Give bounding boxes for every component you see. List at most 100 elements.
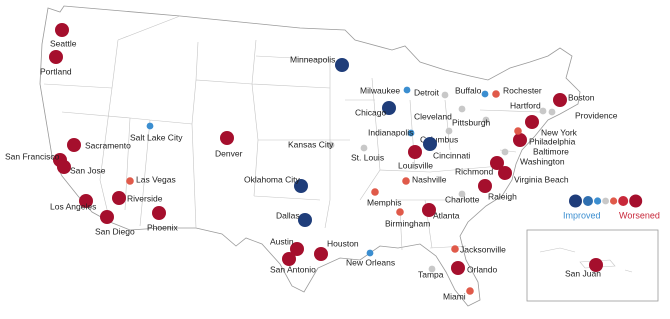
city-label: Denver [215, 148, 243, 158]
city-dot [466, 287, 474, 295]
city-dot [55, 23, 69, 37]
city-dot [451, 261, 465, 275]
legend-dot [602, 197, 609, 205]
legend-dot [610, 197, 618, 205]
city-label: San Juan [565, 268, 601, 278]
city-label: Hartford [510, 100, 541, 110]
city-dot [513, 133, 527, 147]
city-dot [396, 208, 404, 216]
city-dot [445, 127, 453, 135]
city-label: Miami [443, 291, 466, 301]
city-dot [451, 245, 459, 253]
city-label: Charlotte [445, 194, 480, 204]
city-label: Oklahoma City [244, 174, 300, 184]
city-dot [428, 265, 436, 273]
city-label: Riverside [127, 193, 163, 203]
city-dot [67, 138, 81, 152]
city-label: Minneapolis [290, 54, 335, 64]
city-dot [498, 166, 512, 180]
city-dot [423, 137, 437, 151]
city-label: Indianapolis [368, 127, 413, 137]
city-label: Las Vegas [136, 174, 176, 184]
city-dot [100, 210, 114, 224]
city-dot [481, 90, 489, 98]
city-label: Pittsburgh [452, 117, 491, 127]
city-dot [371, 188, 379, 196]
city-dot [146, 122, 154, 130]
city-label: Virginia Beach [514, 174, 569, 184]
city-dot [553, 93, 567, 107]
city-dot [539, 107, 547, 115]
city-dot [514, 127, 522, 135]
city-dot [490, 156, 504, 170]
city-dot [57, 160, 71, 174]
city-label: Atlanta [433, 210, 460, 220]
state-borders [43, 15, 541, 251]
city-label: Phoenix [147, 222, 178, 232]
city-label: Boston [568, 92, 595, 102]
city-dot [112, 191, 126, 205]
city-label: Cincinnati [433, 150, 470, 160]
city-label: San Jose [70, 165, 106, 175]
city-label: Jacksonville [460, 244, 506, 254]
city-label: Baltimore [533, 146, 569, 156]
city-label: San Francisco [5, 151, 60, 161]
city-dot [314, 247, 328, 261]
city-label: Sacramento [85, 140, 131, 150]
city-dot [282, 252, 296, 266]
city-label: Seattle [50, 38, 77, 48]
city-label: Washington [520, 156, 565, 166]
city-label: Portland [40, 66, 72, 76]
legend-dot [618, 196, 629, 206]
city-label: Columbus [420, 134, 458, 144]
city-dot [49, 50, 63, 64]
city-dot [492, 90, 500, 98]
city-label: Detroit [414, 87, 440, 97]
city-label: Memphis [367, 197, 401, 207]
legend-improved: Improved [563, 210, 601, 220]
city-dot [126, 177, 134, 185]
city-dot [382, 101, 396, 115]
city-label: Rochester [503, 85, 542, 95]
city-label: Chicago [355, 107, 386, 117]
city-label: Nashville [412, 174, 447, 184]
city-dot [152, 206, 166, 220]
city-dot [482, 116, 490, 124]
city-label: Salt Lake City [130, 132, 183, 142]
city-label: Birmingham [385, 218, 430, 228]
city-label: New Orleans [346, 257, 395, 267]
city-label: Louisville [398, 160, 433, 170]
city-label: San Diego [95, 226, 135, 236]
city-label: St. Louis [351, 152, 384, 162]
city-dot [366, 249, 374, 257]
city-label: Cleveland [414, 111, 452, 121]
legend-dot [569, 194, 582, 208]
city-label: New York [541, 127, 578, 137]
city-label: Milwaukee [360, 85, 400, 95]
city-dot [408, 145, 422, 159]
city-label: Houston [327, 238, 359, 248]
city-dot [422, 203, 436, 217]
city-dot [458, 105, 466, 113]
city-dot [478, 179, 492, 193]
city-dot [525, 115, 539, 129]
inset-frame [526, 229, 659, 302]
city-dot [407, 129, 415, 137]
city-label: Philadelphia [529, 136, 576, 146]
city-dot [403, 86, 411, 94]
city-dot [402, 177, 410, 185]
city-label: Buffalo [455, 85, 482, 95]
city-dot [327, 141, 335, 149]
city-label: Raleigh [488, 191, 517, 201]
legend-dot [629, 194, 643, 208]
city-label: Austin [270, 236, 294, 246]
city-dot [298, 213, 312, 227]
city-label: Providence [575, 110, 618, 120]
city-label: Los Angeles [50, 201, 96, 211]
us-outline [39, 5, 581, 307]
city-dot [458, 190, 466, 198]
city-dot [360, 144, 368, 152]
city-dot [335, 58, 349, 72]
city-dot [290, 242, 304, 256]
